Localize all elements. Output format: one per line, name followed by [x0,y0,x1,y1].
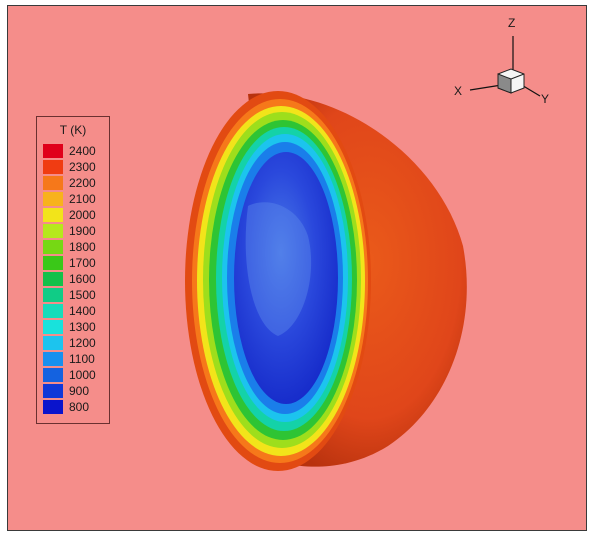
legend-swatch [43,304,63,318]
legend-entry: 1000 [43,367,107,383]
legend-entry: 1400 [43,303,107,319]
legend-label: 1000 [69,368,96,382]
legend-label: 1300 [69,320,96,334]
legend-swatch [43,256,63,270]
legend-swatch [43,224,63,238]
legend-entry: 1600 [43,271,107,287]
legend-label: 800 [69,400,90,414]
legend-swatch [43,272,63,286]
legend-swatch [43,176,63,190]
legend-label: 2100 [69,192,96,206]
hemisphere-render [8,6,586,530]
legend-entry: 1900 [43,223,107,239]
legend-label: 2300 [69,160,96,174]
inner-core-highlight [245,202,312,336]
legend-swatch [43,352,63,366]
legend-swatch [43,368,63,382]
legend-label: 2000 [69,208,96,222]
legend-swatch [43,320,63,334]
legend-label: 1800 [69,240,96,254]
axis-label-x: X [454,84,463,98]
legend-label: 2400 [69,144,96,158]
legend-swatch [43,384,63,398]
axis-triad [469,36,541,97]
legend-label: 1200 [69,336,96,350]
legend-entry: 800 [43,399,107,415]
legend-entry: 1200 [43,335,107,351]
legend-entry: 1700 [43,255,107,271]
legend-swatch [43,208,63,222]
legend-entry: 2100 [43,191,107,207]
axis-label-z: Z [508,16,516,30]
legend-label: 2200 [69,176,96,190]
legend-entry: 2000 [43,207,107,223]
legend-label: 1500 [69,288,96,302]
legend-entry: 2400 [43,143,107,159]
legend-entry: 1100 [43,351,107,367]
legend-title: T (K) [59,123,87,137]
temperature-legend: T (K) 2400 2300 2200 2100 2000 1900 1800 1700 16… [36,116,110,424]
legend-entry: 1800 [43,239,107,255]
axis-label-y: Y [541,92,550,106]
legend-label: 1400 [69,304,96,318]
legend-label: 1600 [69,272,96,286]
inner-core [234,152,338,404]
legend-label: 1900 [69,224,96,238]
legend-entry: 2300 [43,159,107,175]
legend-swatch [43,400,63,414]
legend-label: 1100 [69,352,95,366]
legend-label: 1700 [69,256,96,270]
legend-entry: 900 [43,383,107,399]
legend-swatch [43,336,63,350]
legend-swatch [43,240,63,254]
legend-entry: 1500 [43,287,107,303]
legend-entry: 1300 [43,319,107,335]
legend-swatch [43,288,63,302]
legend-swatch [43,144,63,158]
legend-label: 900 [69,384,90,398]
plot-viewport: Z X Y T (K) 2400 2300 2200 2100 2000 1900 1800… [7,5,587,531]
legend-entry: 2200 [43,175,107,191]
legend-swatch [43,160,63,174]
legend-swatch [43,192,63,206]
